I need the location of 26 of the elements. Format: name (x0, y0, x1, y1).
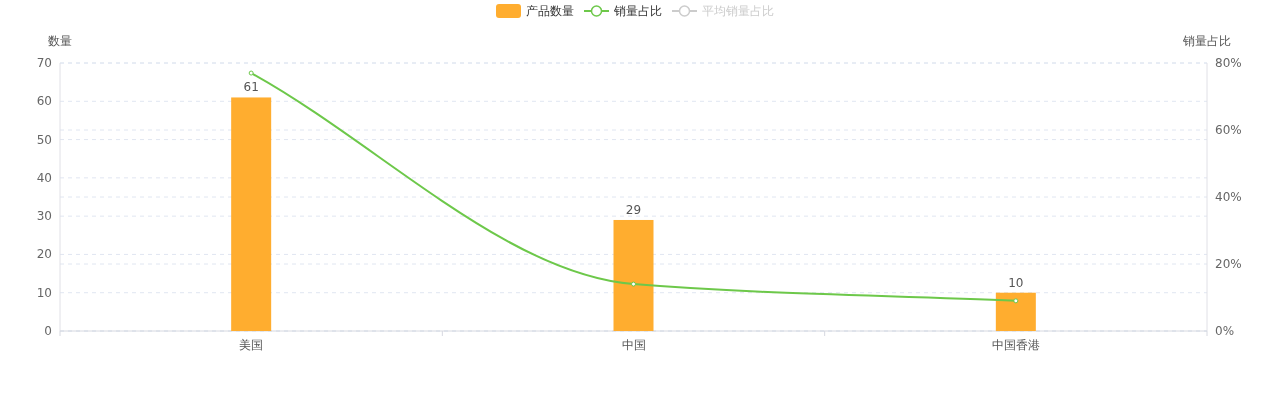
y-tick-label: 70 (36, 56, 52, 70)
y2-axis-title: 销量占比 (1182, 34, 1231, 48)
legend-label: 销量占比 (613, 4, 662, 18)
y2-tick-label: 60% (1215, 123, 1242, 137)
bar (613, 219, 654, 331)
y-tick-label: 10 (36, 285, 52, 300)
bar (995, 292, 1036, 331)
y-axis-title: 数量 (48, 34, 72, 48)
y-tick-label: 50 (36, 132, 52, 147)
data-label: 61 (243, 80, 259, 95)
y-tick-label: 60 (36, 94, 52, 109)
y2-tick-label: 80% (1215, 56, 1242, 70)
x-tick-label: 中国 (621, 338, 646, 352)
y-tick-label: 20 (36, 247, 52, 262)
y2-tick-label: 20% (1215, 257, 1242, 271)
y2-tick-label: 0% (1215, 324, 1235, 338)
x-tick-label: 美国 (239, 338, 264, 352)
y-tick-label: 0 (44, 324, 52, 338)
x-tick-label: 中国香港 (991, 338, 1040, 352)
y2-tick-label: 40% (1215, 190, 1242, 204)
data-label: 10 (1008, 275, 1024, 290)
y-tick-label: 40 (36, 170, 52, 185)
legend-label: 产品数量 (526, 4, 574, 18)
bar (231, 97, 272, 331)
data-label: 29 (625, 202, 642, 217)
y-tick-label: 30 (36, 209, 52, 224)
